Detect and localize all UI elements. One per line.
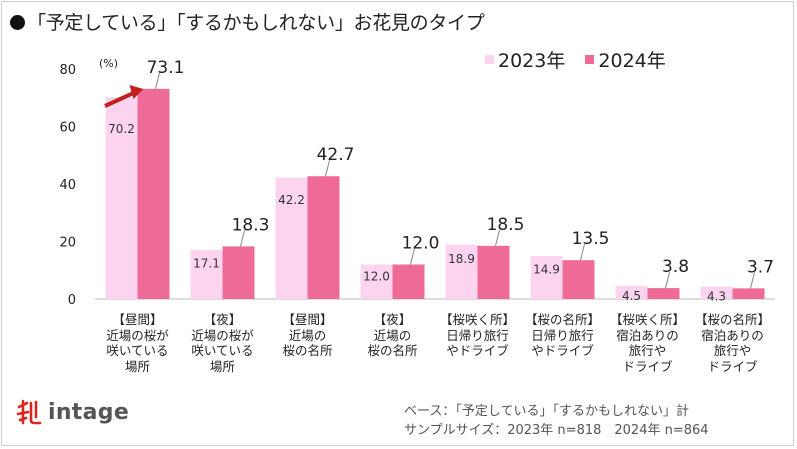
y-tick-label: 80 bbox=[59, 63, 76, 78]
category-label: 【夜】 近場の桜が 咲いている 場所 bbox=[191, 312, 254, 374]
y-unit-label: (%) bbox=[99, 57, 118, 70]
sample-size-note: サンプルサイズ：2023年 n=818 2024年 n=864 bbox=[404, 423, 709, 438]
y-tick-label: 20 bbox=[59, 236, 76, 251]
leader-line bbox=[240, 230, 245, 247]
intage-logo-text: intage bbox=[48, 399, 130, 425]
leader-line bbox=[325, 160, 330, 177]
bar-2023 bbox=[105, 97, 138, 299]
data-label-2024: 12.0 bbox=[402, 234, 440, 254]
leader-line bbox=[665, 271, 670, 289]
data-label-2023: 42.2 bbox=[278, 193, 305, 207]
bar-2023 bbox=[615, 286, 648, 299]
data-label-2024: 42.7 bbox=[317, 145, 355, 165]
intage-logo-icon bbox=[16, 399, 42, 425]
data-label-2024: 18.3 bbox=[232, 215, 270, 235]
leader-line bbox=[155, 72, 160, 89]
chart-legend: 2023年 2024年 bbox=[485, 46, 680, 73]
data-label-2023: 17.1 bbox=[193, 257, 220, 271]
bar-2023 bbox=[275, 177, 308, 299]
y-tick-label: 40 bbox=[59, 178, 76, 193]
data-label-2023: 14.9 bbox=[533, 262, 560, 276]
bar-2024 bbox=[647, 288, 680, 299]
legend-item-2024: 2024年 bbox=[585, 46, 666, 73]
base-note: ベース：「予定している」「するかもしれない」計 bbox=[404, 404, 689, 419]
intage-logo: intage bbox=[16, 398, 129, 426]
bar-2024 bbox=[392, 264, 425, 299]
data-label-2023: 4.3 bbox=[707, 290, 726, 304]
bar-2024 bbox=[307, 176, 340, 299]
leader-line bbox=[580, 244, 585, 261]
bar-2024 bbox=[477, 245, 510, 299]
data-label-2024: 3.8 bbox=[662, 257, 689, 277]
leader-line bbox=[410, 248, 415, 265]
data-label-2023: 4.5 bbox=[622, 289, 641, 303]
bar-2023 bbox=[445, 244, 478, 299]
category-label: 【桜咲く所】 日帰り旅行 やドライブ bbox=[439, 312, 515, 358]
data-label-2024: 18.5 bbox=[487, 215, 525, 235]
bar-2023 bbox=[360, 264, 393, 299]
y-tick-label: 60 bbox=[59, 121, 76, 136]
category-label: 【桜の名所】 日帰り旅行 やドライブ bbox=[524, 312, 600, 358]
trend-arrow-icon bbox=[129, 85, 144, 99]
legend-swatch-2023 bbox=[485, 55, 494, 64]
legend-label-2023: 2023年 bbox=[498, 50, 566, 72]
bar-2024 bbox=[137, 88, 170, 300]
bar-2024 bbox=[222, 246, 255, 299]
data-label-2023: 12.0 bbox=[363, 270, 390, 284]
data-label-2024: 73.1 bbox=[147, 58, 185, 78]
bullet-icon bbox=[10, 15, 25, 30]
data-label-2024: 3.7 bbox=[747, 257, 774, 277]
chart-title-text: 「予定している」「するかもしれない」お花見のタイプ bbox=[27, 12, 485, 34]
bar-2024 bbox=[732, 288, 765, 299]
legend-item-2023: 2023年 bbox=[485, 46, 565, 73]
bar-2023 bbox=[700, 286, 733, 299]
category-label: 【桜咲く所】 宿泊ありの 旅行や ドライブ bbox=[609, 312, 685, 374]
category-label: 【昼間】 近場の 桜の名所 bbox=[282, 312, 333, 358]
legend-swatch-2024 bbox=[585, 55, 595, 64]
data-label-2023: 18.9 bbox=[448, 252, 475, 266]
bar-2024 bbox=[562, 260, 595, 299]
leader-line bbox=[495, 229, 500, 246]
category-label: 【桜の名所】 宿泊ありの 旅行や ドライブ bbox=[694, 312, 770, 374]
category-label: 【夜】 近場の 桜の名所 bbox=[367, 312, 418, 358]
bar-2023 bbox=[530, 256, 563, 299]
leader-line bbox=[750, 272, 755, 289]
bar-2023 bbox=[190, 249, 223, 299]
y-tick-label: 0 bbox=[68, 293, 76, 308]
data-label-2024: 13.5 bbox=[572, 229, 610, 249]
legend-label-2024: 2024年 bbox=[598, 50, 666, 72]
chart-title: 「予定している」「するかもしれない」お花見のタイプ bbox=[10, 8, 485, 35]
trend-arrow-shaft bbox=[104, 91, 135, 108]
data-label-2023: 70.2 bbox=[108, 122, 135, 136]
category-label: 【昼間】 近場の桜が 咲いている 場所 bbox=[106, 312, 169, 374]
